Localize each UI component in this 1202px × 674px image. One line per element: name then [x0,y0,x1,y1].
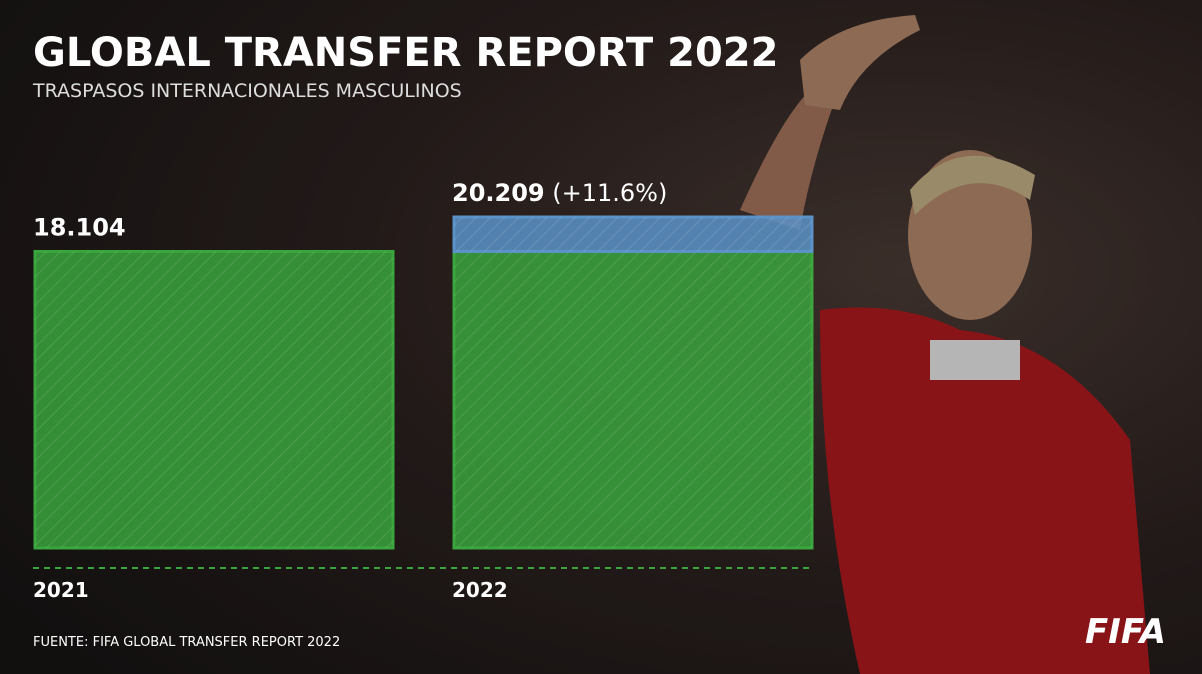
subtitle: TRASPASOS INTERNACIONALES MASCULINOS [32,80,462,102]
x-tick-label: 2022 [452,578,508,602]
hatch [454,217,812,252]
hatch [454,251,812,548]
value-label-number: 18.104 [33,213,126,241]
logo: FIFA [1085,612,1166,652]
source: FUENTE: FIFA GLOBAL TRANSFER REPORT 2022 [33,635,340,650]
hatch [35,251,393,548]
title: GLOBAL TRANSFER REPORT 2022 [33,30,778,76]
x-tick-label: 2021 [33,578,89,602]
value-label: 18.104 [33,213,126,241]
change-label: (+11.6%) [552,179,667,207]
value-label: 20.209 (+11.6%) [452,179,667,207]
value-label-number: 20.209 [452,179,545,207]
